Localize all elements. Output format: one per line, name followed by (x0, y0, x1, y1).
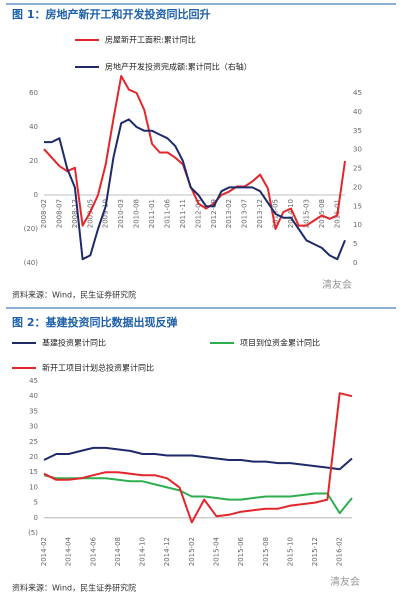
x-tick-label: 2013-02 (225, 199, 233, 228)
y2-tick-label: 30 (353, 146, 362, 154)
series-line (43, 392, 353, 524)
legend-label: 基建投资累计同比 (42, 338, 106, 348)
y2-tick-label: 40 (353, 108, 362, 116)
y2-tick-label: 5 (353, 240, 357, 248)
x-tick-label: 2015-08 (262, 537, 270, 566)
series-line (43, 446, 353, 471)
x-tick-label: 2015-10 (286, 537, 294, 566)
x-tick-label: 2014-10 (287, 199, 295, 228)
y2-tick-label: 15 (353, 202, 362, 210)
x-tick-label: 2014-10 (139, 537, 147, 566)
series-line (43, 75, 346, 230)
y-tick-label: (5) (28, 529, 38, 537)
y2-tick-label: 25 (353, 165, 362, 173)
y-tick-label: 10 (29, 483, 38, 491)
x-tick-label: 2009-10 (102, 199, 110, 228)
y-tick-label: 0 (34, 191, 38, 199)
y-tick-label: 25 (29, 438, 38, 446)
y-tick-label: 5 (34, 499, 38, 507)
y-tick-label: (40) (24, 259, 39, 267)
source-note: 资料来源：Wind，民生证券研究院 (12, 583, 136, 593)
legend-label: 房屋新开工面积:累计同比 (105, 35, 196, 45)
y2-tick-label: 45 (353, 89, 362, 97)
x-tick-label: 2015-08 (318, 199, 326, 228)
x-tick-label: 2008-07 (55, 199, 63, 228)
series-line (43, 474, 353, 515)
y-tick-label: 40 (29, 392, 38, 400)
y2-tick-label: 35 (353, 127, 362, 135)
x-tick-label: 2015-02 (188, 537, 196, 566)
legend-label: 房地产开发投资完成额:累计同比（右轴） (105, 62, 252, 72)
y2-tick-label: 0 (353, 259, 357, 267)
y-tick-label: 15 (29, 468, 38, 476)
x-tick-label: 2015-04 (212, 536, 220, 566)
y-tick-label: 40 (29, 123, 38, 131)
y-tick-label: 45 (29, 377, 38, 385)
x-tick-label: 2010-03 (117, 199, 125, 228)
y-tick-label: 60 (29, 89, 38, 97)
x-tick-label: 2008-02 (40, 199, 48, 228)
y-tick-label: 0 (34, 514, 38, 522)
x-tick-label: 2010-08 (133, 199, 141, 228)
y-tick-label: (20) (24, 225, 39, 233)
x-tick-label: 2012-04 (194, 198, 202, 228)
y2-tick-label: 10 (353, 221, 362, 229)
chart-title: 图 2：基建投资同比数据出现反弹 (12, 315, 177, 329)
x-tick-label: 2014-08 (114, 537, 122, 566)
source-note: 资料来源：Wind，民生证券研究院 (12, 290, 136, 300)
y-tick-label: 30 (29, 423, 38, 431)
x-tick-label: 2012-09 (210, 199, 218, 228)
legend-label: 项目到位资金累计同比 (240, 338, 320, 348)
x-tick-label: 2014-02 (40, 537, 48, 566)
x-tick-label: 2014-06 (89, 536, 97, 566)
legend-label: 新开工项目计划总投资累计同比 (42, 363, 154, 373)
series-line (44, 118, 346, 261)
x-tick-label: 2016-02 (336, 537, 344, 566)
y-tick-label: 20 (29, 453, 38, 461)
chart-title: 图 1：房地产新开工和开发投资同比回升 (12, 7, 210, 21)
watermark: 清友会 (330, 575, 360, 588)
x-tick-label: 2013-07 (241, 199, 249, 228)
x-tick-label: 2014-12 (163, 537, 171, 566)
x-tick-label: 2013-12 (256, 199, 264, 228)
x-tick-label: 2011-06 (163, 198, 171, 228)
x-tick-label: 2015-06 (237, 536, 245, 566)
watermark: 清友会 (322, 278, 352, 291)
y-tick-label: 35 (29, 407, 38, 415)
x-tick-label: 2011-01 (148, 199, 156, 228)
x-tick-label: 2014-04 (65, 536, 73, 566)
x-tick-label: 2011-11 (179, 199, 187, 228)
x-tick-label: 2015-12 (311, 537, 319, 566)
y2-tick-label: 20 (353, 183, 362, 191)
x-tick-label: 2008-12 (71, 199, 79, 228)
x-tick-label: 2015-03 (302, 199, 310, 228)
y-tick-label: 20 (29, 157, 38, 165)
